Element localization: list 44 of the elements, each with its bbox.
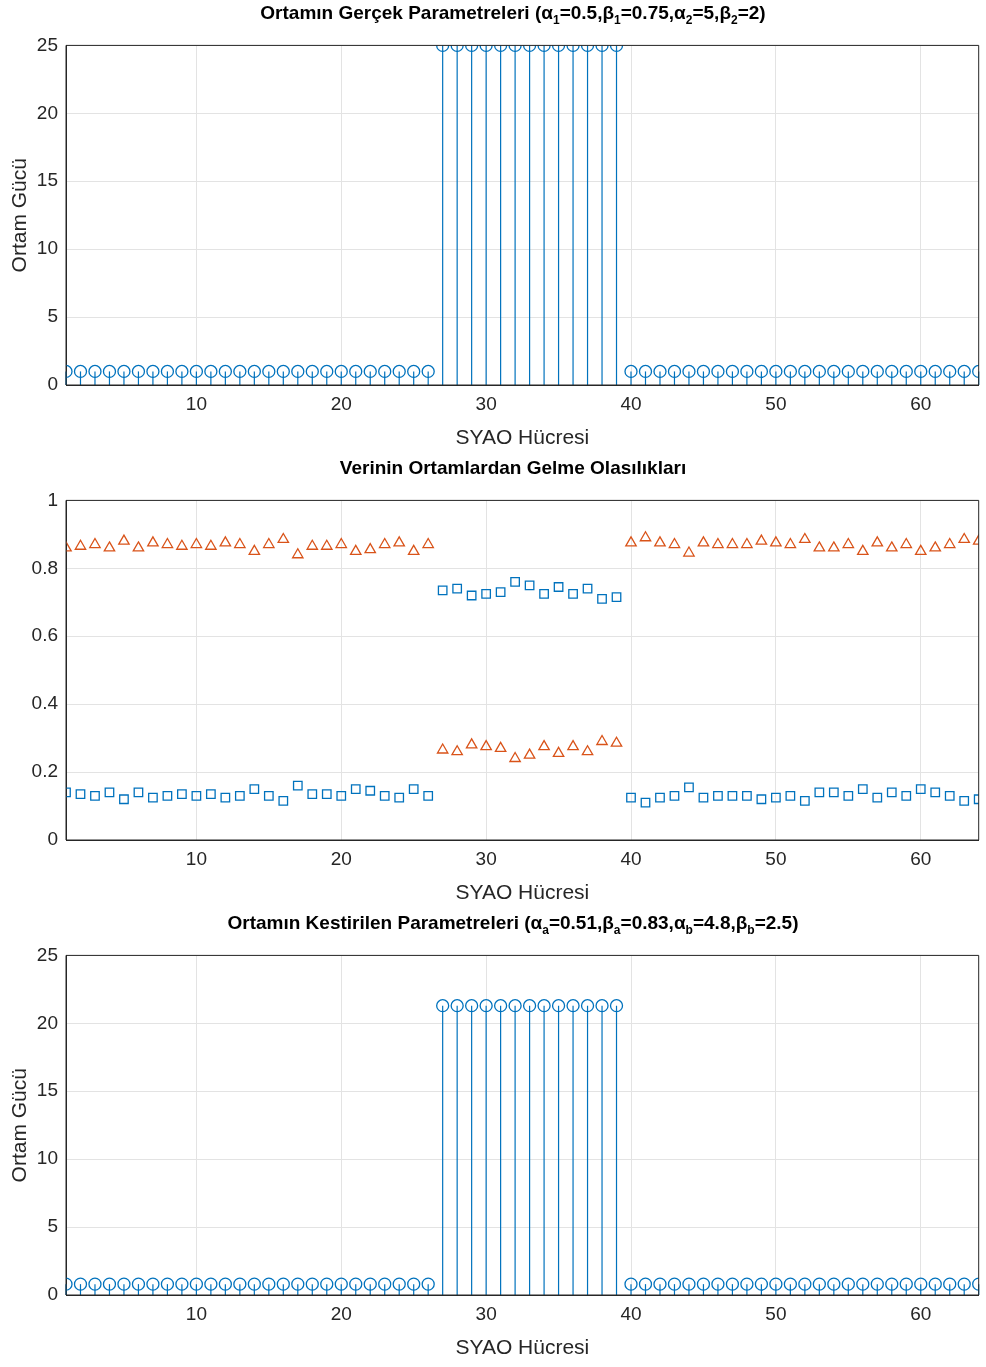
chart-title: Ortamın Gerçek Parametreleri (α$_{1}$=0.5,β$_{1}$=0.75,α$_{2}$=5,β$_{2}$=2) — [260, 2, 766, 27]
x-tick-label: 50 — [765, 1302, 787, 1324]
x-tick-label: 60 — [910, 392, 932, 414]
x-tick-label: 60 — [910, 847, 932, 869]
y-tick-label: 25 — [36, 33, 58, 55]
x-axis-title: SYAO Hücresi — [455, 1335, 590, 1359]
y-tick-label: 0.6 — [31, 624, 58, 646]
x-tick-label: 30 — [475, 847, 497, 869]
chart-title: Verinin Ortamlardan Gelme Olasılıkları — [338, 456, 688, 480]
y-tick-label: 15 — [36, 1079, 58, 1101]
x-tick-label: 10 — [185, 392, 207, 414]
x-tick-label: 40 — [620, 1302, 642, 1324]
y-tick-label: 10 — [36, 1147, 58, 1169]
y-axis-title: Ortam Gücü — [7, 158, 31, 273]
y-tick-label: 10 — [36, 237, 58, 259]
y-tick-label: 0.8 — [31, 556, 58, 578]
y-axis-title: Ortam Gücü — [7, 1068, 31, 1183]
x-axis-title: SYAO Hücresi — [455, 425, 590, 449]
y-tick-label: 0.4 — [31, 692, 59, 714]
y-tick-label: 0 — [47, 373, 58, 395]
x-tick-label: 20 — [330, 1302, 352, 1324]
y-tick-label: 20 — [36, 101, 58, 123]
x-tick-label: 10 — [185, 1302, 207, 1324]
x-tick-label: 60 — [910, 1302, 932, 1324]
x-tick-label: 20 — [330, 392, 352, 414]
y-tick-label: 5 — [47, 1215, 58, 1237]
y-tick-label: 1 — [47, 488, 58, 510]
x-tick-label: 30 — [475, 1302, 497, 1324]
y-tick-label: 0 — [47, 1283, 58, 1305]
x-tick-label: 50 — [765, 392, 787, 414]
x-tick-label: 20 — [330, 847, 352, 869]
x-tick-label: 50 — [765, 847, 787, 869]
y-tick-label: 0 — [47, 828, 58, 850]
y-tick-label: 15 — [36, 169, 58, 191]
x-tick-label: 30 — [475, 392, 497, 414]
x-tick-label: 10 — [185, 847, 207, 869]
y-tick-label: 20 — [36, 1011, 58, 1033]
x-axis-title: SYAO Hücresi — [455, 880, 590, 904]
y-tick-label: 0.2 — [31, 760, 58, 782]
y-tick-label: 25 — [36, 943, 58, 965]
x-tick-label: 40 — [620, 392, 642, 414]
x-tick-label: 40 — [620, 847, 642, 869]
y-tick-label: 5 — [47, 305, 58, 327]
chart-title: Ortamın Kestirilen Parametreleri (α$_{a}$=0.51,β$_{a}$=0.83,α$_{b}$=4.8,β$_{b}$=2.5) — [227, 912, 799, 937]
